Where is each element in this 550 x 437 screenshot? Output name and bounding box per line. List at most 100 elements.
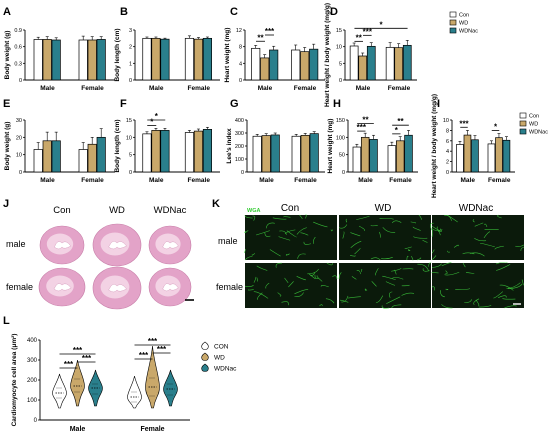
significance-label: *** bbox=[82, 354, 92, 363]
wga-fiber bbox=[339, 299, 349, 303]
wga-fiber bbox=[265, 282, 270, 289]
wga-fiber bbox=[294, 292, 304, 297]
wga-fiber bbox=[392, 220, 402, 224]
legend-swatch bbox=[519, 112, 527, 119]
y-tick-label: 0 bbox=[34, 418, 38, 424]
wga-fiber bbox=[445, 270, 448, 275]
y-tick-label: 5 bbox=[129, 153, 132, 159]
bar bbox=[402, 44, 412, 81]
wga-fiber bbox=[382, 275, 396, 281]
panel-letter-c: C bbox=[230, 6, 238, 18]
wga-fiber bbox=[341, 295, 349, 303]
wga-fiber bbox=[431, 263, 442, 268]
y-tick-label: 0 bbox=[129, 78, 132, 84]
panel-k-col-con: Con bbox=[281, 203, 299, 214]
wga-fiber bbox=[313, 221, 328, 228]
legend-item: WD bbox=[201, 352, 225, 362]
bar bbox=[252, 135, 262, 173]
wga-fiber bbox=[413, 236, 428, 239]
y-tick-label: 100 bbox=[336, 135, 345, 141]
wga-fiber bbox=[441, 262, 452, 267]
wga-fiber bbox=[431, 249, 435, 254]
panel-i: I 0 2 4 6 8 10 Heart weight / body weight (mg/g… bbox=[431, 94, 548, 198]
wga-fiber bbox=[300, 232, 309, 236]
panel-j-col-con: Con bbox=[53, 205, 70, 216]
wga-fiber bbox=[370, 225, 378, 227]
wga-fiber bbox=[265, 222, 275, 229]
significance-label: * bbox=[494, 122, 498, 131]
heart-lumen bbox=[53, 241, 72, 250]
y-tick-label: 6 bbox=[446, 139, 449, 145]
wga-fiber bbox=[436, 229, 441, 236]
y-axis-label: Body weight (g) bbox=[4, 31, 11, 80]
y-axis-label: Heart weight / body weight (mg/g) bbox=[324, 3, 331, 107]
bar bbox=[184, 37, 194, 81]
wga-fiber bbox=[484, 223, 488, 228]
y-tick-label: 0.9 bbox=[14, 28, 22, 34]
wga-fiber bbox=[422, 239, 428, 243]
y-tick-label: 10 bbox=[126, 135, 132, 141]
bar bbox=[495, 137, 503, 173]
wga-fiber bbox=[313, 236, 316, 244]
panel-e: E 0 10 20 30 Body weight (g) Male Female bbox=[3, 98, 115, 184]
violin-chart: 0 100 200 300 400 Cardiomyocyte cell area (μm… bbox=[11, 334, 237, 433]
wga-fiber bbox=[407, 249, 411, 252]
y-tick-label: 3 bbox=[129, 28, 132, 34]
significance-label: *** bbox=[73, 346, 83, 355]
panel-letter-i: I bbox=[437, 98, 440, 110]
wga-fiber bbox=[379, 231, 381, 238]
y-tick-label: 300 bbox=[235, 131, 244, 137]
wga-image bbox=[338, 262, 432, 309]
x-category-label: Female bbox=[188, 177, 211, 184]
significance-label: * bbox=[379, 20, 383, 29]
bar bbox=[42, 140, 52, 173]
wga-fiber bbox=[401, 284, 410, 287]
y-axis-label: Body weight (g) bbox=[4, 122, 11, 171]
wga-fiber bbox=[389, 291, 393, 298]
x-category-label: Male bbox=[149, 177, 164, 184]
y-tick-label: 15 bbox=[336, 28, 342, 34]
wga-image-background bbox=[339, 263, 431, 308]
bar bbox=[502, 139, 511, 173]
y-tick-label: 4 bbox=[239, 61, 242, 67]
wga-fiber bbox=[326, 262, 333, 266]
y-tick-label: 0.6 bbox=[14, 45, 22, 51]
panel-f: F 0 5 10 15 Body length (cm) Male Female ** bbox=[114, 98, 220, 184]
x-category-label: Male bbox=[356, 85, 371, 92]
wga-fiber bbox=[474, 222, 484, 227]
wga-fiber bbox=[244, 285, 254, 287]
wga-fiber bbox=[507, 283, 523, 290]
heart-lumen bbox=[108, 240, 127, 250]
y-tick-label: 100 bbox=[27, 398, 38, 404]
wga-fiber bbox=[494, 245, 504, 250]
wga-image bbox=[244, 262, 338, 308]
y-tick-label: 5 bbox=[339, 61, 342, 67]
panel-letter-a: A bbox=[3, 6, 11, 18]
wga-fiber bbox=[269, 249, 281, 257]
legend-swatch bbox=[201, 352, 209, 361]
significance-label: *** bbox=[265, 27, 275, 36]
wga-fiber bbox=[264, 232, 271, 237]
wga-fiber bbox=[474, 237, 487, 242]
bar bbox=[394, 47, 404, 81]
legend-swatch bbox=[201, 363, 209, 372]
bar bbox=[300, 134, 310, 173]
wga-fiber bbox=[493, 291, 504, 299]
significance-label: ** bbox=[356, 33, 363, 42]
wga-fiber bbox=[348, 296, 361, 299]
panel-letter-f: F bbox=[120, 98, 127, 110]
wga-fiber bbox=[391, 268, 402, 272]
wga-fiber bbox=[371, 280, 377, 287]
bar bbox=[487, 143, 496, 173]
wga-fluorescence-images: WGA bbox=[244, 208, 525, 309]
wga-fiber bbox=[391, 304, 402, 309]
bar bbox=[456, 144, 464, 173]
panel-letter-l: L bbox=[3, 315, 10, 327]
bar bbox=[270, 134, 280, 173]
wga-fiber bbox=[283, 216, 291, 218]
bar bbox=[78, 39, 88, 81]
wga-fiber bbox=[416, 257, 422, 261]
bar bbox=[352, 146, 362, 173]
